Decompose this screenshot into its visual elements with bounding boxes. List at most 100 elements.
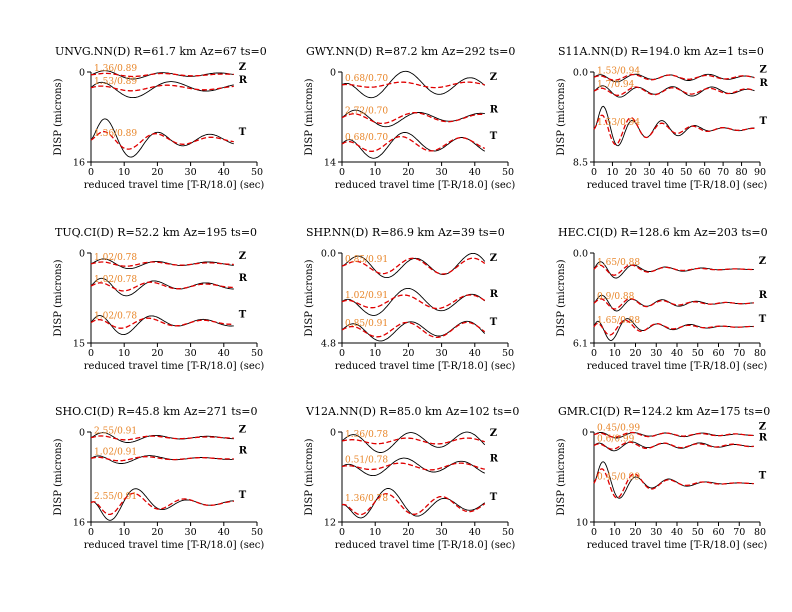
y-tick-label: 4.8 xyxy=(321,339,336,350)
ratio-label: 0.68/0.70 xyxy=(345,133,388,143)
component-label: R xyxy=(759,433,768,444)
x-axis-label: reduced travel time [T-R/18.0] (sec) xyxy=(84,180,265,191)
component-label: T xyxy=(759,314,767,325)
y-axis-label: DISP (microns) xyxy=(53,259,64,336)
observed-trace-R xyxy=(341,457,485,477)
x-tick-label: 0 xyxy=(88,348,94,359)
ratio-label: 1.36/0.89 xyxy=(94,129,137,139)
synthetic-trace-T xyxy=(341,493,486,516)
x-tick-label: 40 xyxy=(469,167,481,178)
panel-5: SHP.NN(D) R=86.9 km Az=39 ts=0 0 10 20 30 40 5… xyxy=(304,226,515,372)
panel-3: S11A.NN(D) R=194.0 km Az=1 ts=0 0 10 20 30 40… xyxy=(556,45,768,191)
y-tick-label: 0 xyxy=(79,249,85,260)
synthetic-trace-R xyxy=(593,297,754,310)
y-tick-label: 0.0 xyxy=(321,249,336,260)
ratio-label: 2.55/0.91 xyxy=(94,492,137,502)
observed-trace-Z xyxy=(90,70,234,80)
ratio-label: 1.36/0.78 xyxy=(345,430,388,440)
x-tick-label: 30 xyxy=(650,527,662,538)
x-tick-label: 10 xyxy=(369,348,381,359)
ratio-label: 0.9/0.88 xyxy=(597,292,635,302)
x-tick-label: 50 xyxy=(251,167,263,178)
ratio-label: 0.6/0.99 xyxy=(597,435,635,445)
x-tick-label: 20 xyxy=(151,167,163,178)
panel-title: SHO.CI(D) R=45.8 km Az=271 ts=0 xyxy=(55,405,257,418)
panel-title: HEC.CI(D) R=128.6 km Az=203 ts=0 xyxy=(558,226,768,239)
synthetic-trace-R xyxy=(90,456,234,462)
component-label: T xyxy=(490,131,498,142)
y-tick-label: 0.0 xyxy=(573,249,588,260)
y-tick-label: 0 xyxy=(79,428,85,439)
x-tick-label: 40 xyxy=(671,527,683,538)
x-tick-label: 50 xyxy=(251,527,263,538)
ratio-label: 1.65/0.88 xyxy=(597,258,640,268)
x-tick-label: 0 xyxy=(88,527,94,538)
synthetic-trace-T xyxy=(90,492,234,516)
x-tick-label: 20 xyxy=(151,348,163,359)
component-label: R xyxy=(490,289,499,300)
panel-8: V12A.NN(D) R=85.0 km Az=102 ts=0 0 10 20 30 4… xyxy=(304,405,519,551)
x-tick-label: 0 xyxy=(339,527,345,538)
y-axis-label: DISP (microns) xyxy=(556,259,567,336)
synthetic-trace-T xyxy=(341,135,486,152)
ratio-label: 1.02/0.91 xyxy=(94,447,137,457)
observed-trace-Z xyxy=(341,70,486,99)
x-tick-label: 40 xyxy=(671,348,683,359)
x-tick-label: 20 xyxy=(151,527,163,538)
synthetic-trace-T xyxy=(593,468,754,499)
x-tick-label: 0 xyxy=(591,348,597,359)
y-axis-label: DISP (microns) xyxy=(53,438,64,515)
x-tick-label: 70 xyxy=(717,167,729,178)
x-tick-label: 10 xyxy=(609,348,621,359)
x-tick-label: 20 xyxy=(629,348,641,359)
y-tick-label: 0.0 xyxy=(573,68,588,79)
x-tick-label: 30 xyxy=(643,167,655,178)
observed-trace-Z xyxy=(90,258,234,270)
component-label: T xyxy=(239,127,247,138)
synthetic-trace-T xyxy=(90,131,234,150)
ratio-label: 0.85/0.91 xyxy=(345,255,388,265)
ratio-label: 0.68/0.70 xyxy=(345,74,388,84)
y-axis-label: DISP (microns) xyxy=(556,78,567,155)
x-tick-label: 30 xyxy=(650,348,662,359)
x-tick-label: 10 xyxy=(369,527,381,538)
synthetic-trace-R xyxy=(593,441,754,450)
x-tick-label: 50 xyxy=(251,348,263,359)
panel-title: V12A.NN(D) R=85.0 km Az=102 ts=0 xyxy=(305,405,519,418)
ratio-label: 1.65/0.88 xyxy=(597,316,640,326)
component-label: T xyxy=(490,317,498,328)
x-tick-label: 30 xyxy=(185,527,197,538)
x-tick-label: 30 xyxy=(436,348,448,359)
x-tick-label: 10 xyxy=(609,527,621,538)
x-tick-label: 70 xyxy=(733,527,745,538)
observed-trace-T xyxy=(90,488,234,521)
panel-9: GMR.CI(D) R=124.2 km Az=175 ts=00 10 20 30 4… xyxy=(556,405,770,551)
ratio-label: 1.36/0.78 xyxy=(345,494,388,504)
component-label: R xyxy=(239,75,248,86)
component-label: Z xyxy=(239,425,246,436)
component-label: R xyxy=(239,445,248,456)
x-tick-label: 30 xyxy=(185,348,197,359)
synthetic-trace-R xyxy=(341,462,485,471)
x-tick-label: 10 xyxy=(118,348,130,359)
y-axis-label: DISP (microns) xyxy=(556,438,567,515)
ratio-label: 1.36/0.89 xyxy=(94,64,137,74)
y-axis-label: DISP (microns) xyxy=(304,438,315,515)
component-label: T xyxy=(759,116,767,127)
synthetic-trace-Z xyxy=(90,435,234,441)
x-tick-label: 0 xyxy=(591,167,597,178)
x-tick-label: 10 xyxy=(369,167,381,178)
x-axis-label: reduced travel time [T-R/18.0] (sec) xyxy=(335,180,516,191)
x-tick-label: 50 xyxy=(502,527,514,538)
synthetic-trace-Z xyxy=(90,72,234,78)
x-tick-label: 10 xyxy=(118,167,130,178)
x-tick-label: 30 xyxy=(436,167,448,178)
ratio-label: 0.45/0.99 xyxy=(597,424,640,434)
synthetic-trace-Z xyxy=(341,437,485,445)
component-label: T xyxy=(239,310,247,321)
x-axis-label: reduced travel time [T-R/18.0] (sec) xyxy=(587,180,768,191)
y-tick-label: 14 xyxy=(324,158,336,169)
x-tick-label: 90 xyxy=(754,167,766,178)
component-label: Z xyxy=(239,62,246,73)
panel-title: SHP.NN(D) R=86.9 km Az=39 ts=0 xyxy=(306,226,505,239)
